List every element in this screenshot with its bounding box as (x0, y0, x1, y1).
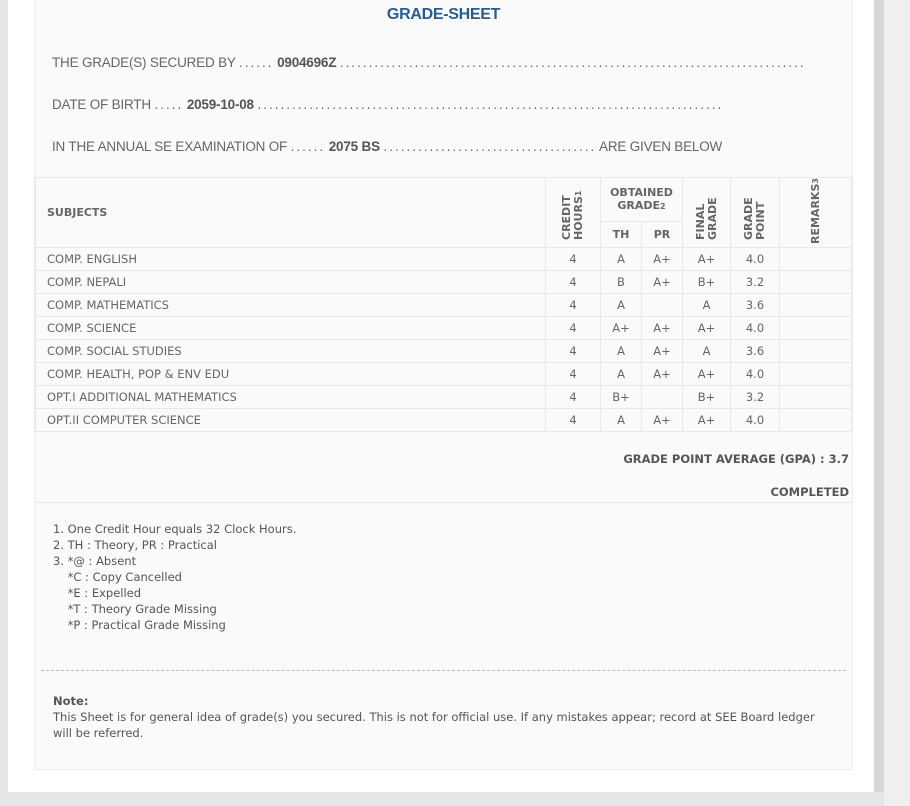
table-row: COMP. MATHEMATICS 4 A A 3.6 (35, 293, 852, 317)
cell-remarks (779, 316, 852, 340)
footnote: 3. *@ : Absent (53, 554, 137, 568)
cell-subject: COMP. MATHEMATICS (35, 293, 546, 317)
cell-gp: 3.6 (730, 293, 781, 317)
cell-credit: 4 (545, 339, 601, 363)
footnotes: 1. One Credit Hour equals 32 Clock Hours… (35, 503, 852, 633)
cell-credit: 4 (545, 247, 601, 271)
header-gp: GRADE POINT (730, 177, 781, 248)
cell-pr: A+ (640, 362, 684, 386)
cell-final: A+ (682, 316, 732, 340)
grade-sheet-header: GRADE-SHEET THE GRADE(S) SECURED BY ....… (35, 0, 852, 177)
cell-remarks (779, 385, 852, 409)
table-row: COMP. SOCIAL STUDIES 4 A A+ A 3.6 (35, 339, 852, 363)
header-obtained: OBTAINED GRADE2 (599, 176, 684, 223)
cell-final: A+ (682, 247, 732, 271)
cell-credit: 4 (545, 385, 601, 409)
note: Note: This Sheet is for general idea of g… (53, 694, 815, 740)
cell-th: A+ (600, 316, 642, 340)
cell-final: A+ (682, 408, 732, 432)
cell-credit: 4 (545, 316, 601, 340)
cell-final: B+ (682, 385, 732, 409)
cell-pr: A+ (640, 316, 684, 340)
table-row: COMP. NEPALI 4 B A+ B+ 3.2 (35, 270, 852, 294)
page-title: GRADE-SHEET (386, 6, 501, 23)
exam-line: IN THE ANNUAL SE EXAMINATION OF ...... 2… (52, 139, 723, 154)
secured-by-line: THE GRADE(S) SECURED BY ...... 0904696Z … (52, 55, 806, 70)
divider (35, 502, 852, 503)
cell-subject: COMP. SCIENCE (35, 316, 546, 340)
cell-subject: COMP. ENGLISH (35, 247, 546, 271)
header-pr: PR (640, 221, 684, 248)
cell-gp: 3.2 (730, 385, 781, 409)
dashed-divider (41, 670, 846, 671)
cell-gp: 4.0 (730, 362, 781, 386)
grades-table: SUBJECTS CREDIT HOURS1 OBTAINED GRADE2 F… (35, 176, 852, 432)
table-row: COMP. HEALTH, POP & ENV EDU 4 A A+ A+ 4.0 (35, 362, 852, 386)
header-subjects: SUBJECTS (35, 177, 546, 248)
cell-pr (640, 293, 684, 317)
date-of-birth: 2059-10-08 (186, 97, 254, 112)
scrollbar-track[interactable] (884, 0, 910, 806)
table-row: OPT.II COMPUTER SCIENCE 4 A A+ A+ 4.0 (35, 408, 852, 432)
header-final: FINAL GRADE (682, 177, 732, 248)
symbol-number: 0904696Z (277, 55, 337, 70)
cell-credit: 4 (545, 362, 601, 386)
cell-credit: 4 (545, 293, 601, 317)
cell-gp: 4.0 (730, 316, 781, 340)
header-credit: CREDIT HOURS1 (545, 177, 601, 248)
cell-remarks (779, 339, 852, 363)
cell-remarks (779, 362, 852, 386)
cell-subject: COMP. SOCIAL STUDIES (35, 339, 546, 363)
cell-gp: 4.0 (730, 247, 781, 271)
cell-th: A (600, 362, 642, 386)
cell-subject: OPT.II COMPUTER SCIENCE (35, 408, 546, 432)
footnote: 1. One Credit Hour equals 32 Clock Hours… (53, 522, 297, 536)
table-row: OPT.I ADDITIONAL MATHEMATICS 4 B+ B+ 3.2 (35, 385, 852, 409)
cell-gp: 3.6 (730, 339, 781, 363)
cell-gp: 4.0 (730, 408, 781, 432)
cell-remarks (779, 270, 852, 294)
exam-year: 2075 BS (328, 139, 380, 154)
footnote: *T : Theory Grade Missing (53, 602, 217, 616)
header-remarks: REMARKS3 (779, 177, 852, 248)
table-row: COMP. ENGLISH 4 A A+ A+ 4.0 (35, 247, 852, 271)
cell-pr (640, 385, 684, 409)
cell-th: A (600, 247, 642, 271)
footnote: *E : Expelled (53, 586, 142, 600)
footnote: *C : Copy Cancelled (53, 570, 182, 584)
table-row: COMP. SCIENCE 4 A+ A+ A+ 4.0 (35, 316, 852, 340)
cell-th: A (600, 339, 642, 363)
cell-credit: 4 (545, 270, 601, 294)
cell-gp: 3.2 (730, 270, 781, 294)
cell-final: B+ (682, 270, 732, 294)
cell-th: A (600, 408, 642, 432)
cell-subject: COMP. HEALTH, POP & ENV EDU (35, 362, 546, 386)
cell-remarks (779, 247, 852, 271)
cell-final: A+ (682, 362, 732, 386)
cell-th: B (600, 270, 642, 294)
cell-th: B+ (600, 385, 642, 409)
cell-pr: A+ (640, 408, 684, 432)
dob-line: DATE OF BIRTH ..... 2059-10-08 .........… (52, 97, 724, 112)
footnote: *P : Practical Grade Missing (53, 618, 226, 632)
cell-subject: COMP. NEPALI (35, 270, 546, 294)
cell-subject: OPT.I ADDITIONAL MATHEMATICS (35, 385, 546, 409)
cell-pr: A+ (640, 270, 684, 294)
result-status: COMPLETED (770, 485, 849, 499)
cell-th: A (600, 293, 642, 317)
grade-sheet-card: GRADE-SHEET THE GRADE(S) SECURED BY ....… (34, 0, 853, 770)
cell-pr: A+ (640, 339, 684, 363)
cell-remarks (779, 408, 852, 432)
cell-remarks (779, 293, 852, 317)
cell-pr: A+ (640, 247, 684, 271)
header-th: TH (600, 221, 642, 248)
footnote: 2. TH : Theory, PR : Practical (53, 538, 217, 552)
gpa: GRADE POINT AVERAGE (GPA) : 3.7 (623, 452, 849, 466)
cell-final: A (682, 339, 732, 363)
cell-final: A (682, 293, 732, 317)
cell-credit: 4 (545, 408, 601, 432)
